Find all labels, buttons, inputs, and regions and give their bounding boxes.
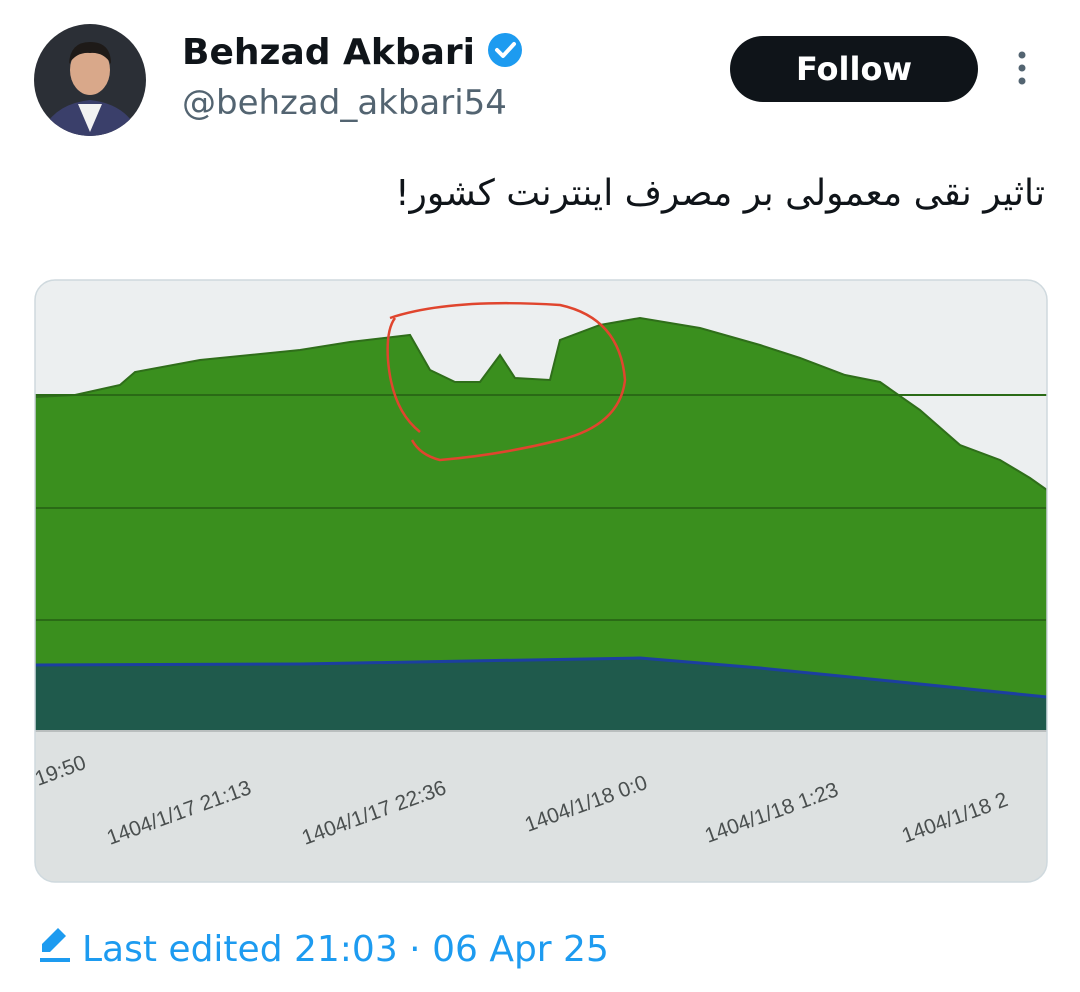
- edit-icon: [40, 928, 70, 962]
- traffic-area: [35, 316, 1047, 731]
- secondary-area: [35, 658, 1047, 730]
- follow-button[interactable]: Follow: [730, 36, 978, 102]
- author-handle[interactable]: @behzad_akbari54: [182, 83, 507, 123]
- follow-label[interactable]: Follow: [796, 50, 912, 88]
- highlight-circle: [386, 301, 627, 462]
- tweet-text: تاثیر نقی معمولی بر مصرف اینترنت کشور!: [395, 173, 1045, 214]
- avatar[interactable]: [34, 24, 146, 136]
- image-border: [34, 279, 1048, 883]
- tweet-image[interactable]: 19:50 1404/1/17 21:13 1404/1/17 22:36 14…: [32, 280, 1047, 882]
- secondary-line: [35, 656, 1047, 699]
- edited-link[interactable]: Last edited 21:03 · 06 Apr 25: [82, 929, 609, 970]
- grid-lines: [35, 394, 1047, 621]
- more-menu[interactable]: [1018, 51, 1026, 85]
- verified-badge: [488, 33, 522, 67]
- author-name[interactable]: Behzad Akbari: [182, 32, 475, 73]
